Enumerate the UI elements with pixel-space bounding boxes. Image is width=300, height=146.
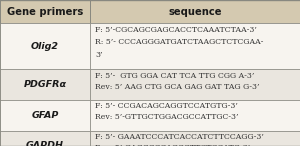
Text: PDGFRα: PDGFRα [23, 80, 67, 89]
Text: Rev: 5’ AAG CTG GCA GAG GAT TAG G-3’: Rev: 5’ AAG CTG GCA GAG GAT TAG G-3’ [95, 83, 260, 91]
Text: F: 5’-CGCAGCGAGCACCTCAAATCTAA-3’: F: 5’-CGCAGCGAGCACCTCAAATCTAA-3’ [95, 26, 257, 34]
Bar [90, 69, 300, 100]
Bar [0, 131, 90, 146]
Text: Rev: 5’-GAGCCCCAGCCTTCTCCATG-3’: Rev: 5’-GAGCCCCAGCCTTCTCCATG-3’ [95, 144, 250, 146]
Bar [0, 0, 90, 23]
Text: Olig2: Olig2 [31, 42, 59, 51]
Bar [0, 69, 90, 100]
Bar [90, 23, 300, 69]
Text: GFAP: GFAP [31, 111, 59, 120]
Text: sequence: sequence [168, 7, 222, 16]
Text: 3’: 3’ [95, 51, 103, 59]
Bar [0, 23, 90, 69]
Text: F: 5’-  GTG GGA CAT TCA TTG CGG A-3’: F: 5’- GTG GGA CAT TCA TTG CGG A-3’ [95, 72, 255, 80]
Text: F: 5’- CCGACAGCAGGTCCATGTG-3’: F: 5’- CCGACAGCAGGTCCATGTG-3’ [95, 102, 238, 111]
Text: F: 5’- GAAATCCCATCACCATCTTCCAGG-3’: F: 5’- GAAATCCCATCACCATCTTCCAGG-3’ [95, 133, 264, 141]
Text: R: 5’- CCCAGGGATGATCTAAGCTCTCGAA-: R: 5’- CCCAGGGATGATCTAAGCTCTCGAA- [95, 38, 264, 46]
Bar [0, 100, 90, 131]
Bar [90, 131, 300, 146]
Text: Rev: 5’-GTTGCTGGACGCCATTGC-3’: Rev: 5’-GTTGCTGGACGCCATTGC-3’ [95, 113, 239, 121]
Bar [90, 100, 300, 131]
Text: Gene primers: Gene primers [7, 7, 83, 16]
Text: GAPDH: GAPDH [26, 141, 64, 146]
Bar [90, 0, 300, 23]
